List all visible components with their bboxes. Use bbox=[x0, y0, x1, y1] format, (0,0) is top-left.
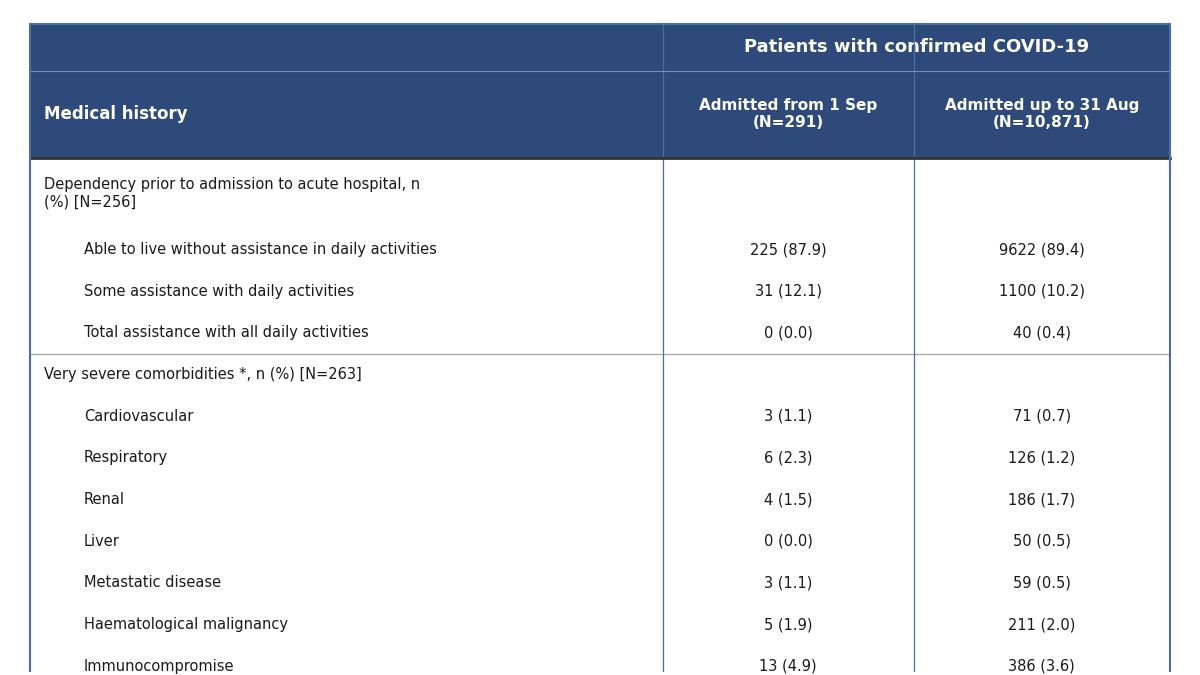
Text: 0 (0.0): 0 (0.0) bbox=[763, 325, 812, 340]
Text: Respiratory: Respiratory bbox=[84, 450, 168, 465]
Bar bbox=[30, 271, 1170, 312]
Text: Medical history: Medical history bbox=[44, 105, 188, 124]
Text: 5 (1.9): 5 (1.9) bbox=[764, 617, 812, 632]
Text: 13 (4.9): 13 (4.9) bbox=[760, 659, 817, 674]
Text: 186 (1.7): 186 (1.7) bbox=[1008, 492, 1075, 507]
Bar bbox=[30, 396, 1170, 437]
Text: 225 (87.9): 225 (87.9) bbox=[750, 242, 827, 257]
Text: Admitted up to 31 Aug
(N=10,871): Admitted up to 31 Aug (N=10,871) bbox=[944, 98, 1139, 130]
Bar bbox=[30, 24, 1170, 71]
Text: 3 (1.1): 3 (1.1) bbox=[764, 575, 812, 591]
Text: 126 (1.2): 126 (1.2) bbox=[1008, 450, 1075, 465]
Text: Liver: Liver bbox=[84, 534, 120, 549]
Text: 31 (12.1): 31 (12.1) bbox=[755, 284, 822, 299]
Bar bbox=[30, 354, 1170, 396]
Bar bbox=[30, 158, 1170, 229]
Text: 50 (0.5): 50 (0.5) bbox=[1013, 534, 1070, 549]
Text: Total assistance with all daily activities: Total assistance with all daily activiti… bbox=[84, 325, 368, 340]
Text: 59 (0.5): 59 (0.5) bbox=[1013, 575, 1070, 591]
Text: Cardiovascular: Cardiovascular bbox=[84, 409, 193, 424]
Bar bbox=[30, 562, 1170, 603]
Bar bbox=[30, 645, 1170, 675]
Bar bbox=[30, 520, 1170, 562]
Text: 3 (1.1): 3 (1.1) bbox=[764, 409, 812, 424]
Bar bbox=[30, 229, 1170, 271]
Text: Immunocompromise: Immunocompromise bbox=[84, 659, 234, 674]
Bar bbox=[30, 603, 1170, 645]
Bar bbox=[30, 312, 1170, 354]
Text: 1100 (10.2): 1100 (10.2) bbox=[998, 284, 1085, 299]
Text: Able to live without assistance in daily activities: Able to live without assistance in daily… bbox=[84, 242, 437, 257]
Text: 9622 (89.4): 9622 (89.4) bbox=[998, 242, 1085, 257]
Text: Renal: Renal bbox=[84, 492, 125, 507]
Text: 71 (0.7): 71 (0.7) bbox=[1013, 409, 1070, 424]
Bar bbox=[30, 71, 1170, 158]
Text: 0 (0.0): 0 (0.0) bbox=[763, 534, 812, 549]
Bar bbox=[30, 437, 1170, 479]
Bar bbox=[30, 479, 1170, 520]
Text: Very severe comorbidities *, n (%) [N=263]: Very severe comorbidities *, n (%) [N=26… bbox=[44, 367, 362, 382]
Text: Haematological malignancy: Haematological malignancy bbox=[84, 617, 288, 632]
Text: 6 (2.3): 6 (2.3) bbox=[764, 450, 812, 465]
Text: Some assistance with daily activities: Some assistance with daily activities bbox=[84, 284, 354, 299]
Text: 40 (0.4): 40 (0.4) bbox=[1013, 325, 1070, 340]
Text: 386 (3.6): 386 (3.6) bbox=[1008, 659, 1075, 674]
Text: 4 (1.5): 4 (1.5) bbox=[764, 492, 812, 507]
Text: Metastatic disease: Metastatic disease bbox=[84, 575, 221, 591]
Text: Dependency prior to admission to acute hospital, n
(%) [N=256]: Dependency prior to admission to acute h… bbox=[44, 177, 420, 209]
Text: Patients with confirmed COVID-19: Patients with confirmed COVID-19 bbox=[744, 38, 1088, 56]
Text: Admitted from 1 Sep
(N=291): Admitted from 1 Sep (N=291) bbox=[698, 98, 877, 130]
Text: 211 (2.0): 211 (2.0) bbox=[1008, 617, 1075, 632]
